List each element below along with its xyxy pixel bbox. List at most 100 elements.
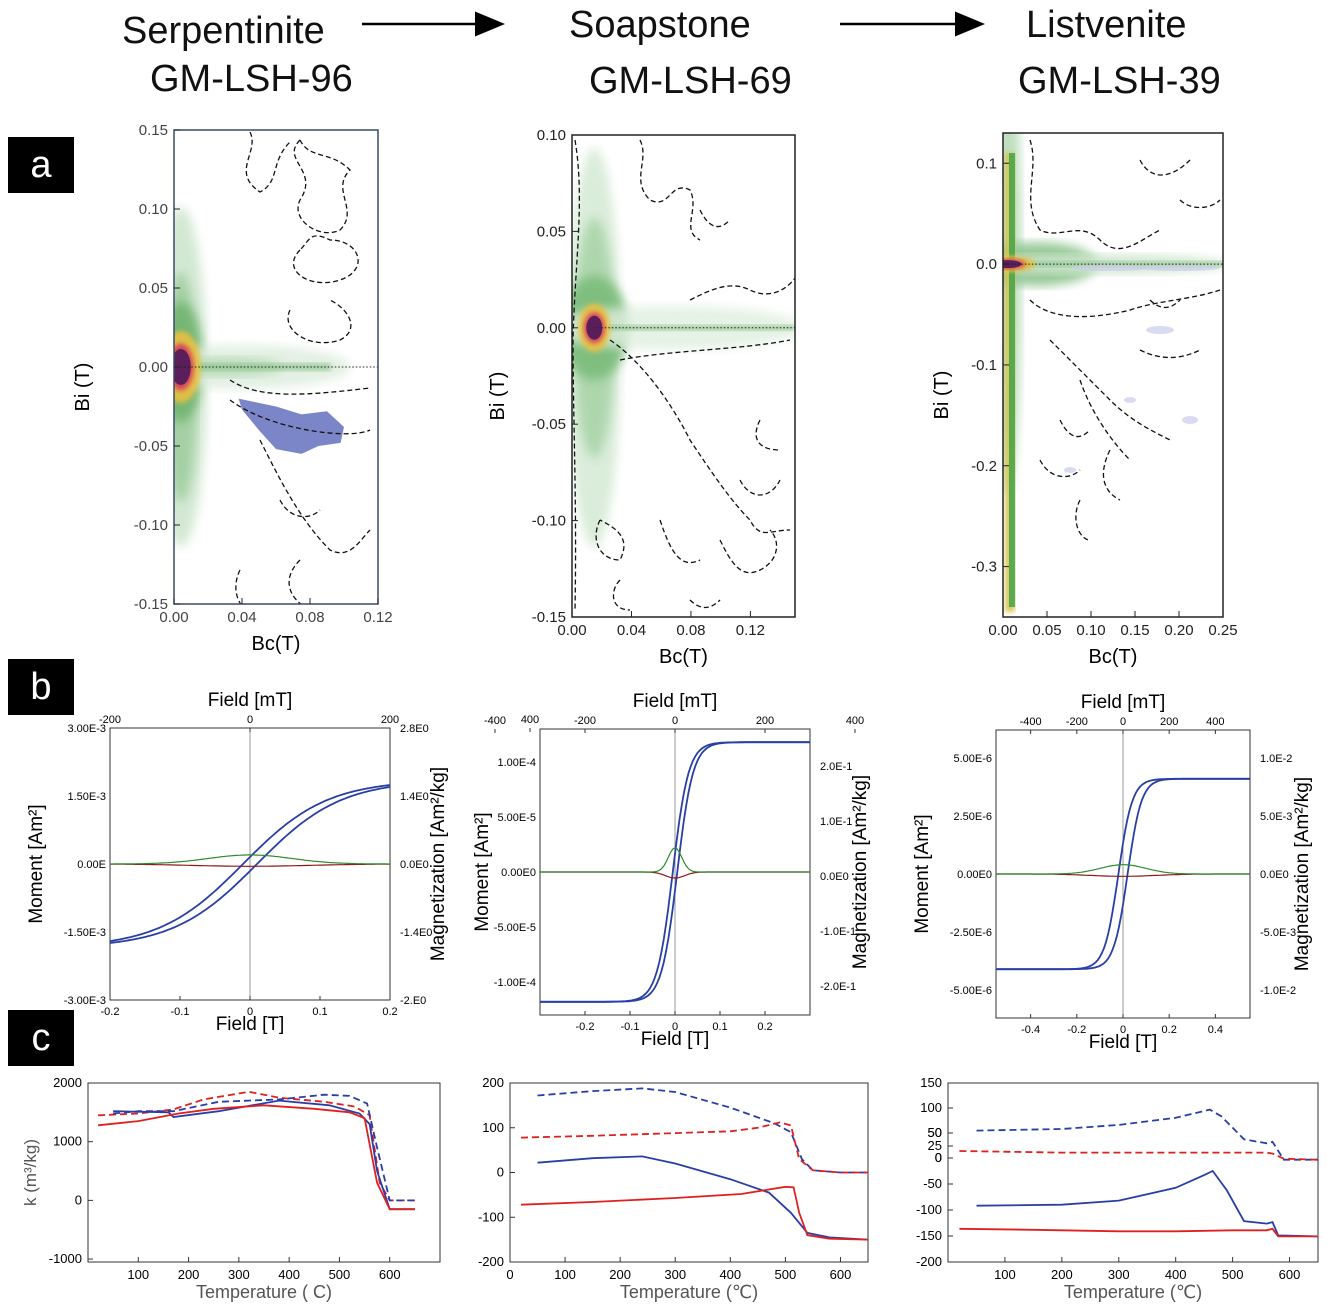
forc-x-tick-label: 0.00 bbox=[988, 622, 1017, 639]
hysteresis-x-axis-label: Field [T] bbox=[641, 1029, 710, 1050]
hysteresis-y-axis-label: Moment [Am²] bbox=[26, 804, 47, 923]
kt-y-tick-label: 2000 bbox=[53, 1075, 82, 1090]
forc-y-tick-label: 0.05 bbox=[537, 223, 566, 240]
hysteresis-y-tick-label: 1.00E-4 bbox=[497, 757, 536, 769]
forc-y-tick-label: -0.05 bbox=[134, 438, 168, 455]
header-sample-39: GM-LSH-39 bbox=[1018, 60, 1221, 102]
forc-density-a2 bbox=[572, 139, 795, 611]
forc-significance-contour bbox=[609, 339, 791, 534]
kt-x-tick-label: 100 bbox=[127, 1267, 149, 1282]
forc-y-tick-label: 0.10 bbox=[537, 127, 566, 144]
hysteresis-chart-b3: -0.4 -0.2 0 0.2 0.4 -400 -200 0 200 400 -5.00E-6 -1… bbox=[912, 692, 1313, 1053]
forc-significance-contour bbox=[245, 131, 291, 193]
kt-series-blue-dashed bbox=[976, 1108, 1318, 1161]
kt-x-tick-label: 500 bbox=[329, 1267, 351, 1282]
kt-x-tick-label: 600 bbox=[830, 1267, 852, 1282]
forc-x-tick-label: 0.08 bbox=[676, 622, 705, 639]
forc-significance-contour bbox=[259, 439, 371, 554]
header-serpentinite: Serpentinite bbox=[122, 10, 325, 52]
kt-frame bbox=[947, 1082, 1319, 1263]
hysteresis-y-tick-label: -1.50E-3 bbox=[64, 927, 106, 939]
kt-y-tick-label: -1000 bbox=[49, 1251, 82, 1266]
forc-negative-patch bbox=[1070, 265, 1150, 271]
hysteresis-right-tick-label: -2.0E-1 bbox=[820, 981, 856, 993]
kt-x-tick-label: 100 bbox=[994, 1267, 1016, 1282]
hysteresis-y-tick-label: 5.00E-6 bbox=[953, 753, 992, 765]
forc-frame bbox=[571, 134, 796, 618]
hysteresis-top-tick-label: 400 bbox=[846, 715, 864, 727]
kt-y-tick-label: -100 bbox=[478, 1209, 504, 1224]
kt-series-blue-solid bbox=[537, 1155, 869, 1241]
forc-y-tick-label: -0.10 bbox=[532, 513, 566, 530]
forc-significance-contour bbox=[689, 276, 795, 301]
forc-x-axis-label: Bc(T) bbox=[1089, 646, 1138, 668]
hysteresis-right-tick-label: -1.0E-1 bbox=[820, 926, 856, 938]
hysteresis-top-tick-label: -200 bbox=[1066, 716, 1088, 728]
hysteresis-x-tick-label: 0.1 bbox=[712, 1021, 727, 1033]
forc-significance-contour bbox=[279, 499, 321, 518]
forc-ridge bbox=[1007, 261, 1223, 268]
kt-series-red-dashed bbox=[520, 1121, 868, 1174]
forc-significance-contour bbox=[1179, 199, 1221, 209]
forc-significance-contour bbox=[1049, 339, 1171, 441]
forc-core-peak bbox=[174, 349, 191, 385]
forc-y-tick-label: 0.05 bbox=[139, 280, 168, 297]
forc-vertical-ridge-core bbox=[1009, 153, 1015, 607]
hysteresis-x-tick-label: -0.1 bbox=[171, 1006, 190, 1018]
hysteresis-difference-curve bbox=[109, 863, 391, 867]
kt-x-tick-label: 500 bbox=[1222, 1267, 1244, 1282]
hysteresis-right-tick-label: 1.0E-1 bbox=[820, 816, 852, 828]
hysteresis-right-axis-label: Magnetization [Am²/kg] bbox=[428, 767, 449, 961]
kt-x-tick-label: 200 bbox=[1051, 1267, 1073, 1282]
hysteresis-x-axis-label: Field [T] bbox=[216, 1014, 285, 1035]
forc-x-tick-label: 0.00 bbox=[557, 622, 586, 639]
hysteresis-top-tick-label: 0 bbox=[672, 715, 678, 727]
hysteresis-top-tick-label: 200 bbox=[381, 714, 399, 726]
forc-significance-contour bbox=[229, 399, 371, 435]
hysteresis-x-tick-label: -0.2 bbox=[101, 1006, 120, 1018]
forc-significance-contour bbox=[612, 579, 631, 611]
header-sample-96: GM-LSH-96 bbox=[150, 58, 353, 100]
hysteresis-right-tick-label: 0.0E0 bbox=[1260, 869, 1289, 881]
kt-x-axis-label: Temperature (℃) bbox=[1064, 1282, 1202, 1302]
hysteresis-top-axis-label: Field [mT] bbox=[208, 690, 292, 711]
kt-y-tick-label: 0 bbox=[935, 1150, 942, 1165]
forc-y-tick-label: 0.00 bbox=[139, 359, 168, 376]
kt-y-tick-label: -200 bbox=[916, 1254, 942, 1269]
header-listvenite: Listvenite bbox=[1026, 4, 1187, 46]
forc-negative-patch bbox=[1064, 467, 1076, 473]
header-sample-69: GM-LSH-69 bbox=[589, 60, 792, 102]
hysteresis-y-axis-label: Moment [Am²] bbox=[912, 814, 933, 933]
hysteresis-x-tick-label: 0.1 bbox=[312, 1006, 327, 1018]
kt-x-axis-label: Temperature (℃) bbox=[620, 1282, 758, 1302]
forc-negative-patch bbox=[1124, 397, 1136, 403]
hysteresis-y-tick-label: -3.00E-3 bbox=[64, 995, 106, 1007]
hysteresis-top-tick-label: 400 bbox=[521, 714, 539, 726]
forc-y-axis-label: Bi (T) bbox=[487, 372, 509, 421]
forc-y-tick-label: -0.1 bbox=[971, 357, 997, 374]
forc-x-tick-label: 0.15 bbox=[1120, 622, 1149, 639]
hysteresis-chart-b2: -0.2 -0.1 0 0.1 0.2 -400 -200 0 200 400 -1.00E-4 -2… bbox=[472, 691, 871, 1050]
kt-frame bbox=[87, 1082, 441, 1263]
kt-series-blue-dashed bbox=[113, 1093, 415, 1202]
hysteresis-right-tick-label: 2.0E-1 bbox=[820, 761, 852, 773]
forc-significance-contour bbox=[1029, 289, 1221, 318]
forc-significance-contour bbox=[719, 529, 778, 574]
forc-significance-contour bbox=[572, 139, 581, 611]
forc-significance-contour bbox=[293, 139, 351, 234]
hysteresis-right-tick-label: -1.0E-2 bbox=[1260, 985, 1296, 997]
kt-y-tick-label: 200 bbox=[482, 1075, 504, 1090]
hysteresis-descending-branch bbox=[996, 777, 1250, 971]
hysteresis-x-tick-label: 0.2 bbox=[382, 1006, 397, 1018]
forc-y-tick-label: -0.3 bbox=[971, 559, 997, 576]
hysteresis-top-tick-label: 0 bbox=[1120, 716, 1126, 728]
hysteresis-y-tick-label: 2.50E-6 bbox=[953, 811, 992, 823]
hysteresis-x-tick-label: 0.4 bbox=[1208, 1024, 1223, 1036]
hysteresis-derivative-curve bbox=[996, 864, 1250, 875]
kt-y-tick-label: 50 bbox=[928, 1125, 942, 1140]
kt-x-tick-label: 400 bbox=[1165, 1267, 1187, 1282]
hysteresis-top-tick-label: -200 bbox=[574, 715, 596, 727]
hysteresis-y-tick-label: 3.00E-3 bbox=[67, 723, 106, 735]
hysteresis-top-tick-label: 200 bbox=[756, 715, 774, 727]
